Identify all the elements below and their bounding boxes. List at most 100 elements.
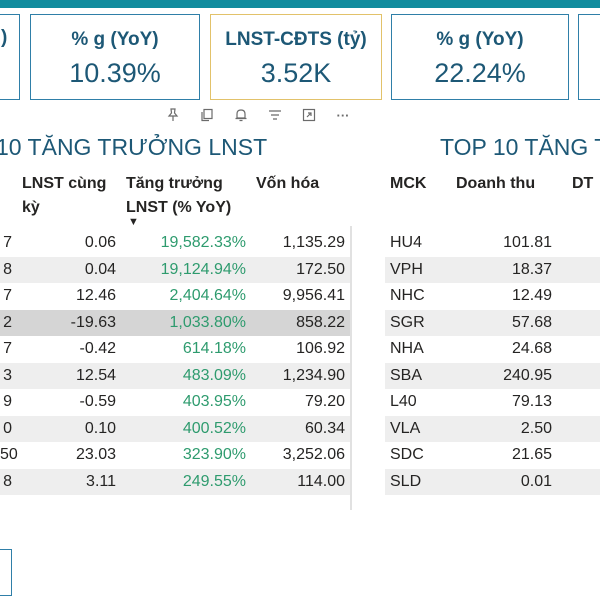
copy-icon[interactable] xyxy=(194,104,220,126)
kpi-label: % g (YoY) xyxy=(436,29,524,50)
cell-cap: 79.20 xyxy=(304,393,345,410)
kpi-label: LNST-CĐTS (tỷ) xyxy=(225,29,367,50)
cell-prev: -0.59 xyxy=(79,393,116,410)
table-row[interactable]: 7 -0.42 614.18% 106.92 xyxy=(0,336,350,362)
col-header-market-cap[interactable]: Vốn hóa xyxy=(256,175,320,192)
table-row[interactable]: SGR 57.68 xyxy=(385,309,600,336)
table-row[interactable]: 50 23.03 323.90% 3,252.06 xyxy=(0,442,350,468)
cell-mck: NHC xyxy=(390,287,425,304)
col-header-growth[interactable]: Tăng trưởng LNST (% YoY) xyxy=(126,172,231,220)
kpi-value: 3.52K xyxy=(260,58,332,88)
col-header-dt[interactable]: DT xyxy=(572,175,594,192)
table-row[interactable]: 7 12.46 2,404.64% 9,956.41 xyxy=(0,283,350,309)
kpi-card-lnst-growth[interactable]: % g (YoY) 22.24% xyxy=(391,14,569,100)
cell-mck: SLD xyxy=(390,472,422,490)
cell-revenue: 57.68 xyxy=(511,313,552,331)
cell-growth: 403.95% xyxy=(182,393,246,410)
cell-revenue: 0.01 xyxy=(520,472,552,490)
cell-cap: 3,252.06 xyxy=(282,446,345,463)
cell-first: 8 xyxy=(3,260,12,278)
cell-prev: -19.63 xyxy=(70,313,116,331)
left-table-scrollbar[interactable] xyxy=(350,226,352,510)
cell-first: 7 xyxy=(3,340,12,357)
left-table-title: 10 TĂNG TRƯỞNG LNST xyxy=(0,134,268,160)
bell-icon[interactable] xyxy=(228,104,254,126)
cell-cap: 114.00 xyxy=(297,472,345,490)
table-row[interactable]: NHA 24.68 xyxy=(385,336,600,362)
kpi-card-partial[interactable]: ) xyxy=(0,14,20,100)
cell-cap: 1,135.29 xyxy=(282,234,345,251)
focus-mode-icon[interactable] xyxy=(296,104,322,126)
cell-mck: NHA xyxy=(390,340,424,357)
cell-cap: 172.50 xyxy=(296,260,345,278)
cell-growth: 483.09% xyxy=(182,366,246,384)
col-header-mck[interactable]: MCK xyxy=(390,175,427,192)
cell-growth: 2,404.64% xyxy=(169,287,246,304)
cell-revenue: 101.81 xyxy=(503,234,552,251)
cell-first: 3 xyxy=(3,366,12,384)
cell-mck: SBA xyxy=(390,366,423,384)
kpi-card-lnst-cdts[interactable]: LNST-CĐTS (tỷ) 3.52K xyxy=(210,14,382,100)
cell-revenue: 21.65 xyxy=(511,446,552,463)
cell-first: 50 xyxy=(0,446,18,463)
table-row[interactable]: VLA 2.50 xyxy=(385,415,600,442)
pin-icon[interactable] xyxy=(160,104,186,126)
table-row[interactable]: 8 0.04 19,124.94% 172.50 xyxy=(0,256,350,283)
cell-cap: 1,234.90 xyxy=(282,366,345,384)
cell-revenue: 12.49 xyxy=(511,287,552,304)
cell-first: 9 xyxy=(3,393,12,410)
more-options-icon[interactable]: ··· xyxy=(336,107,350,123)
col-header-revenue[interactable]: Doanh thu xyxy=(456,175,536,192)
table-row[interactable]: 7 0.06 19,582.33% 1,135.29 xyxy=(0,230,350,256)
cell-mck: VLA xyxy=(390,419,421,437)
col-header-lnst-prev-line2: kỳ xyxy=(22,199,40,216)
cell-prev: 0.04 xyxy=(84,260,116,278)
table-row[interactable]: SBA 240.95 xyxy=(385,362,600,389)
table-row[interactable]: SLD 0.01 xyxy=(385,468,600,495)
cell-prev: 12.46 xyxy=(75,287,116,304)
cell-revenue: 24.68 xyxy=(511,340,552,357)
cell-revenue: 18.37 xyxy=(511,260,552,278)
table-row[interactable]: 8 3.11 249.55% 114.00 xyxy=(0,468,350,495)
table-row[interactable]: NHC 12.49 xyxy=(385,283,600,309)
cell-mck: SGR xyxy=(390,313,425,331)
cell-prev: 23.03 xyxy=(75,446,116,463)
table-row[interactable]: 9 -0.59 403.95% 79.20 xyxy=(0,389,350,415)
right-table-title: TOP 10 TĂNG T xyxy=(440,134,600,160)
cell-prev: -0.42 xyxy=(79,340,116,357)
visual-header-toolbar: ··· xyxy=(160,104,356,126)
table-row[interactable]: SDC 21.65 xyxy=(385,442,600,468)
cell-cap: 106.92 xyxy=(296,340,345,357)
cell-prev: 12.54 xyxy=(75,366,116,384)
partial-slicer-box[interactable] xyxy=(0,549,12,596)
table-row[interactable]: 0 0.10 400.52% 60.34 xyxy=(0,415,350,442)
cell-growth: 249.55% xyxy=(182,472,246,490)
cell-revenue: 79.13 xyxy=(511,393,552,410)
sort-descending-icon[interactable]: ▼ xyxy=(128,216,139,228)
cell-growth: 1,033.80% xyxy=(169,313,246,331)
cell-growth: 19,582.33% xyxy=(160,234,246,251)
cell-revenue: 2.50 xyxy=(520,419,552,437)
kpi-card-partial-right[interactable] xyxy=(578,14,600,100)
table-row[interactable]: 3 12.54 483.09% 1,234.90 xyxy=(0,362,350,389)
table-row[interactable]: HU4 101.81 xyxy=(385,230,600,256)
cell-prev: 0.10 xyxy=(84,419,116,437)
kpi-card-partial-label: ) xyxy=(1,27,8,48)
cell-growth: 323.90% xyxy=(182,446,246,463)
table-row[interactable]: 2 -19.63 1,033.80% 858.22 xyxy=(0,309,350,336)
cell-cap: 9,956.41 xyxy=(282,287,345,304)
cell-cap: 858.22 xyxy=(296,313,345,331)
cell-mck: SDC xyxy=(390,446,424,463)
col-header-lnst-prev[interactable]: LNST cùng kỳ xyxy=(22,172,106,220)
cell-first: 8 xyxy=(3,472,12,490)
cell-cap: 60.34 xyxy=(304,419,345,437)
cell-growth: 19,124.94% xyxy=(160,260,246,278)
table-row[interactable]: VPH 18.37 xyxy=(385,256,600,283)
cell-prev: 3.11 xyxy=(86,472,116,490)
kpi-card-revenue-growth[interactable]: % g (YoY) 10.39% xyxy=(30,14,200,100)
cell-mck: HU4 xyxy=(390,234,423,251)
cell-prev: 0.06 xyxy=(84,234,116,251)
col-header-growth-line2: LNST (% YoY) xyxy=(126,199,232,216)
filter-icon[interactable] xyxy=(262,104,288,126)
table-row[interactable]: L40 79.13 xyxy=(385,389,600,415)
